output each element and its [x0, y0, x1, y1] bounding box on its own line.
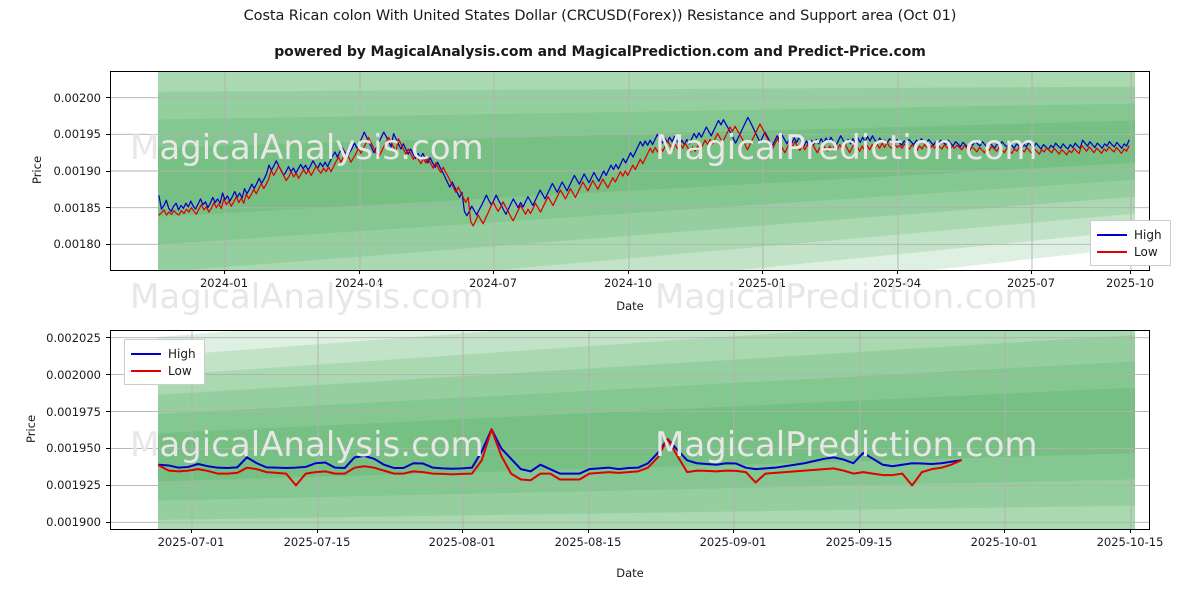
x-tick-mark — [492, 270, 494, 274]
x-tick-label: 2025-07 — [1006, 276, 1056, 290]
x-tick-mark — [732, 529, 734, 533]
x-tick-label: 2024-04 — [334, 276, 384, 290]
legend-label-low: Low — [1134, 244, 1158, 259]
x-tick-label: 2025-10 — [1105, 276, 1155, 290]
x-tick-mark — [761, 270, 763, 274]
x-tick-mark — [316, 529, 318, 533]
x-tick-mark — [1030, 270, 1032, 274]
x-tick-mark — [587, 529, 589, 533]
x-tick-label: 2024-07 — [468, 276, 518, 290]
legend-line-low — [1097, 250, 1127, 253]
bottom-y-axis-label: Price — [24, 414, 38, 444]
y-tick-mark — [106, 243, 110, 245]
x-tick-mark — [858, 529, 860, 533]
chart-subtitle: powered by MagicalAnalysis.com and Magic… — [274, 44, 926, 60]
y-tick-label: 0.001975 — [46, 404, 101, 419]
y-tick-label: 0.00185 — [53, 200, 101, 215]
x-tick-label: 2025-09-15 — [825, 535, 893, 549]
y-tick-label: 0.001950 — [46, 441, 101, 456]
x-tick-label: 2025-08-01 — [428, 535, 496, 549]
y-tick-mark — [106, 337, 110, 339]
y-tick-label: 0.00190 — [53, 164, 101, 178]
top-plot-area[interactable] — [110, 71, 1150, 271]
top-chart-panel — [110, 71, 1150, 271]
y-tick-label: 0.00200 — [53, 90, 101, 105]
x-tick-label: 2025-09-01 — [699, 535, 767, 549]
legend-label-high: High — [168, 346, 196, 361]
top-chart-svg — [111, 72, 1149, 270]
bottom-x-axis-label: Date — [616, 566, 644, 580]
legend-label-low: Low — [168, 363, 192, 378]
y-tick-mark — [106, 411, 110, 413]
x-tick-mark — [223, 270, 225, 274]
legend-label-high: High — [1134, 227, 1162, 242]
bottom-plot-area[interactable] — [110, 330, 1150, 530]
bottom-chart-legend[interactable]: High Low — [124, 339, 205, 385]
x-tick-mark — [896, 270, 898, 274]
x-tick-label: 2025-07-01 — [157, 535, 225, 549]
bottom-chart-svg — [111, 331, 1149, 529]
y-tick-mark — [106, 97, 110, 99]
y-tick-mark — [106, 521, 110, 523]
x-tick-mark — [358, 270, 360, 274]
legend-entry-low[interactable]: Low — [1097, 243, 1162, 260]
top-x-axis-label: Date — [616, 299, 644, 313]
legend-line-high — [1097, 233, 1127, 236]
x-tick-mark — [1003, 529, 1005, 533]
y-tick-label: 0.00180 — [53, 237, 101, 252]
x-tick-label: 2025-08-15 — [554, 535, 622, 549]
legend-entry-high[interactable]: High — [1097, 226, 1162, 243]
legend-line-high — [131, 352, 161, 355]
x-tick-mark — [461, 529, 463, 533]
x-tick-label: 2025-10-01 — [970, 535, 1038, 549]
y-tick-mark — [106, 133, 110, 135]
top-chart-legend[interactable]: High Low — [1090, 220, 1171, 266]
y-tick-label: 0.001925 — [46, 478, 101, 493]
top-y-axis-label: Price — [30, 155, 44, 185]
x-tick-label: 2025-04 — [872, 276, 922, 290]
x-tick-mark — [1129, 529, 1131, 533]
y-tick-label: 0.00195 — [53, 127, 101, 142]
x-tick-mark — [190, 529, 192, 533]
y-tick-mark — [106, 170, 110, 172]
x-tick-label: 2024-01 — [199, 276, 249, 290]
y-tick-mark — [106, 374, 110, 376]
legend-line-low — [131, 369, 161, 372]
x-tick-label: 2024-10 — [603, 276, 653, 290]
x-tick-label: 2025-07-15 — [283, 535, 351, 549]
x-tick-mark — [627, 270, 629, 274]
y-tick-label: 0.002025 — [46, 330, 101, 345]
legend-entry-low[interactable]: Low — [131, 362, 196, 379]
x-tick-mark — [1129, 270, 1131, 274]
y-tick-mark — [106, 484, 110, 486]
y-tick-label: 0.002000 — [46, 367, 101, 382]
legend-entry-high[interactable]: High — [131, 345, 196, 362]
y-tick-mark — [106, 447, 110, 449]
chart-title: Costa Rican colon With United States Dol… — [243, 8, 957, 24]
bottom-chart-panel — [110, 330, 1150, 530]
x-tick-label: 2025-01 — [737, 276, 787, 290]
y-tick-mark — [106, 207, 110, 209]
y-tick-label: 0.001900 — [46, 515, 101, 530]
x-tick-label: 2025-10-15 — [1096, 535, 1164, 549]
